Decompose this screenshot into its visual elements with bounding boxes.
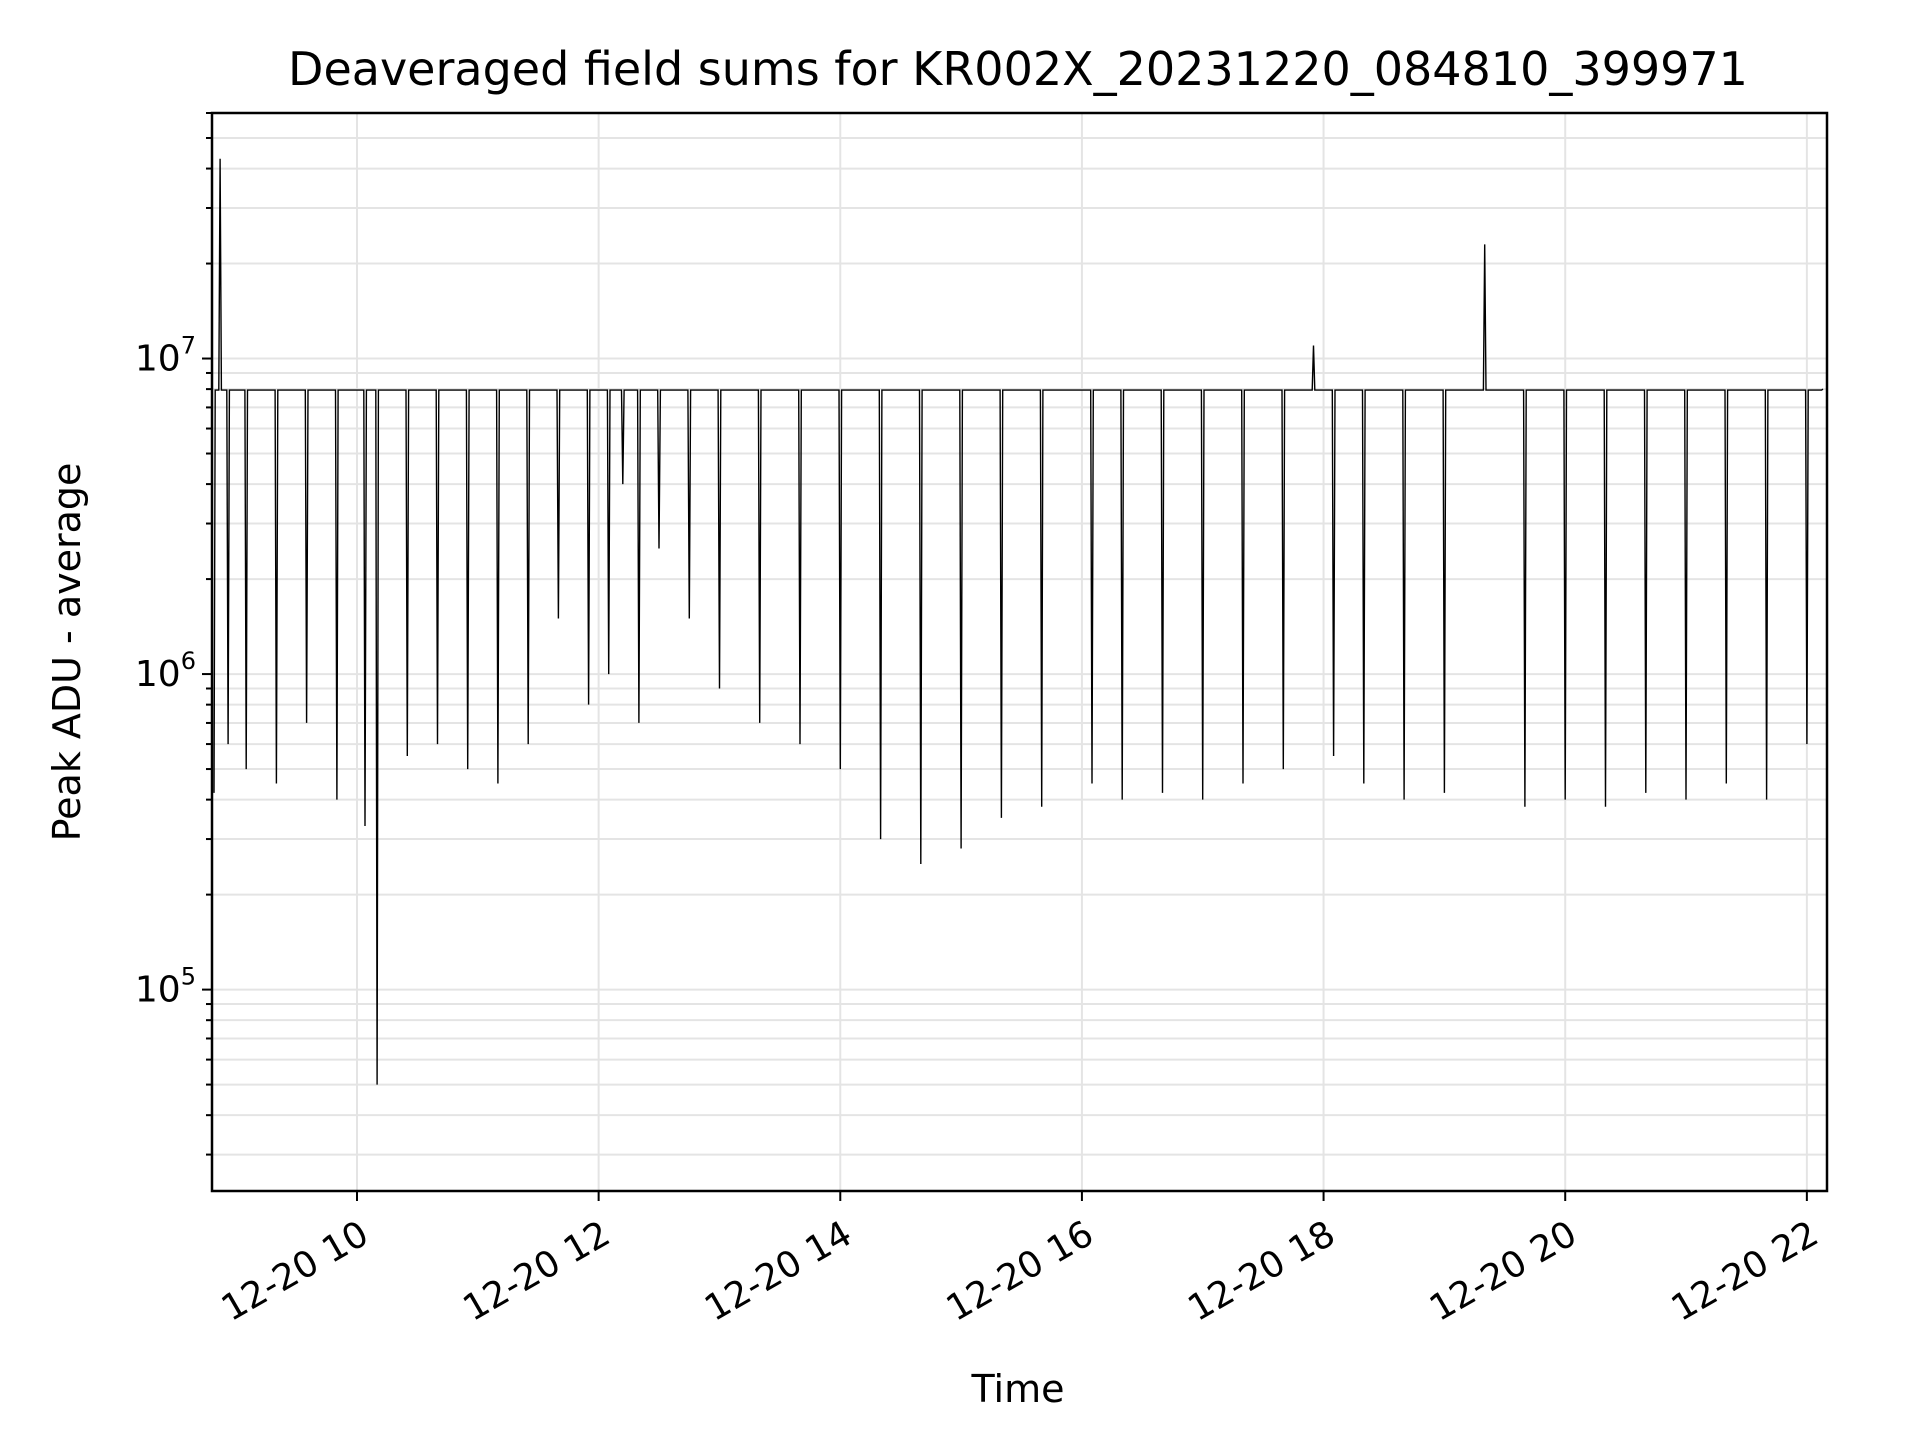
y-axis-label: Peak ADU - average <box>45 463 89 842</box>
y-axis-ticks: 105 106 107 <box>135 112 212 1156</box>
chart-title: Deaveraged field sums for KR002X_2023122… <box>288 42 1748 96</box>
data-series <box>213 158 1824 1085</box>
x-axis-label: Time <box>971 1367 1065 1411</box>
y-tick-label: 107 <box>135 332 196 380</box>
series-line <box>213 158 1824 1085</box>
y-tick-label: 105 <box>135 963 196 1011</box>
plot-frame <box>210 111 1829 1193</box>
grid-lines <box>212 112 1827 1191</box>
y-tick-label: 106 <box>135 647 196 695</box>
